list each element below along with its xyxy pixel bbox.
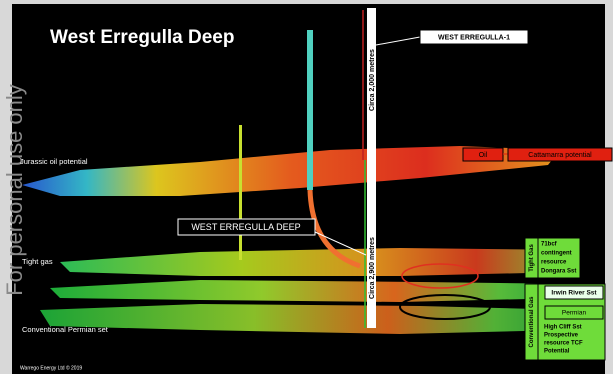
slide: Circa 2,000 metres Circa 2,900 metres Fo…: [0, 0, 613, 374]
callout-line: High Cliff Sst: [544, 325, 582, 331]
tight-gas-tag: Tight Gas: [529, 244, 535, 272]
footer: Warrego Energy Ltd © 2019: [20, 364, 82, 371]
layer-label: Jurassic oil potential: [20, 157, 88, 166]
title: West Erregulla Deep: [50, 27, 234, 48]
irwin-label: Irwin River Sst: [551, 290, 597, 297]
oil-label: Oil: [479, 152, 488, 159]
callout-line: resource TCF: [544, 341, 583, 347]
cattamarra-label: Cattamarra potential: [528, 152, 592, 159]
callout-line: Potential: [544, 349, 570, 355]
well-label: WEST ERREGULLA-1: [438, 34, 510, 41]
well: [307, 30, 313, 190]
layer-label: Conventional Permian set: [22, 325, 109, 334]
callout-line: Dongara Sst: [541, 269, 576, 275]
permian-label: Permian: [562, 310, 587, 317]
depth-label: Circa 2,000 metres: [369, 49, 376, 111]
well: [239, 125, 242, 260]
conventional-gas-tag: Conventional Gas: [529, 296, 535, 348]
callout-line: Prospective: [544, 333, 579, 339]
callout-line: contingent: [541, 251, 572, 257]
callout-line: 71bcf: [541, 242, 558, 248]
well-label: WEST ERREGULLA DEEP: [191, 222, 300, 232]
callout-line: resource: [541, 260, 567, 266]
layer-label: Tight gas: [22, 257, 53, 266]
depth-label: Circa 2,900 metres: [369, 237, 376, 299]
